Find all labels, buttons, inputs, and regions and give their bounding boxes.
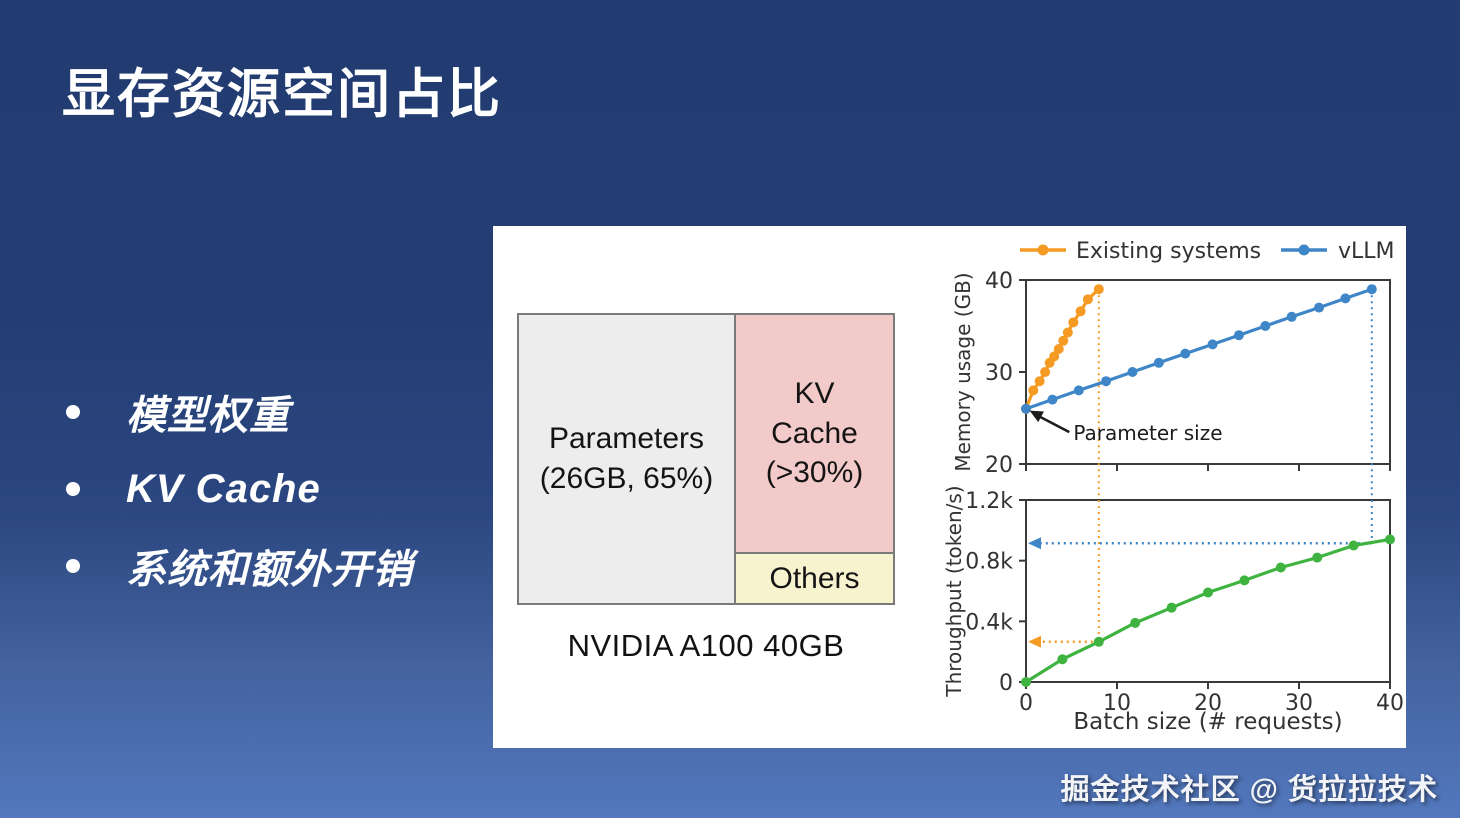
svg-text:Throughput (token/s): Throughput (token/s) (942, 485, 966, 697)
watermark: 掘金技术社区 @ 货拉拉技术 (1060, 774, 1438, 806)
bullet-icon (66, 405, 80, 419)
kv-cache-label-line1: KV (794, 377, 835, 411)
bullet-list: 模型权重 KV Cache 系统和额外开销 (66, 390, 413, 621)
svg-text:30: 30 (985, 361, 1013, 386)
others-label: Others (769, 561, 860, 595)
figure-panel: Parameters (26GB, 65%) KV Cache (>30%) O… (493, 226, 1406, 748)
bullet-label-system-overhead: 系统和额外开销 (126, 548, 413, 592)
parameters-label-line1: Parameters (548, 422, 705, 456)
parameters-box: Parameters (26GB, 65%) (517, 313, 736, 605)
kv-cache-box: KV Cache (>30%) (736, 313, 895, 552)
svg-text:30: 30 (1285, 691, 1313, 716)
parameters-label-line2: (26GB, 65%) (539, 462, 714, 495)
svg-text:0: 0 (1019, 691, 1033, 716)
memory-layout-diagram: Parameters (26GB, 65%) KV Cache (>30%) O… (517, 313, 895, 605)
svg-text:20: 20 (1194, 691, 1222, 716)
list-item: KV Cache (66, 467, 413, 511)
svg-text:40: 40 (985, 269, 1013, 294)
others-box: Others (736, 552, 895, 605)
gpu-caption: NVIDIA A100 40GB (567, 628, 845, 663)
list-item: 系统和额外开销 (66, 544, 413, 592)
page-title: 显存资源空间占比 (62, 65, 502, 124)
svg-text:0: 0 (999, 671, 1013, 696)
kv-cache-label-line2: Cache (771, 416, 858, 450)
list-item: 模型权重 (66, 390, 413, 438)
svg-text:10: 10 (1103, 691, 1131, 716)
svg-text:Batch size (# requests): Batch size (# requests) (1073, 709, 1342, 735)
svg-text:Memory usage (GB): Memory usage (GB) (951, 272, 975, 471)
svg-text:0.4k: 0.4k (965, 610, 1013, 635)
svg-text:Parameter size: Parameter size (1073, 421, 1222, 445)
svg-text:40: 40 (1376, 691, 1404, 716)
bullet-label-kv-cache: KV Cache (126, 466, 321, 511)
svg-text:Existing systems: Existing systems (1076, 239, 1261, 264)
svg-text:20: 20 (985, 453, 1013, 478)
kv-cache-label-line3: (>30%) (765, 456, 864, 490)
memory-and-throughput-charts: 20 30 40 Memory usage (GB) Parameter size Exi… (942, 239, 1404, 735)
bullet-label-model-weights: 模型权重 (126, 394, 290, 438)
svg-text:1.2k: 1.2k (965, 489, 1013, 514)
bullet-icon (66, 559, 80, 573)
bullet-icon (66, 482, 80, 496)
svg-text:0.8k: 0.8k (965, 550, 1013, 575)
svg-text:vLLM: vLLM (1338, 239, 1395, 264)
